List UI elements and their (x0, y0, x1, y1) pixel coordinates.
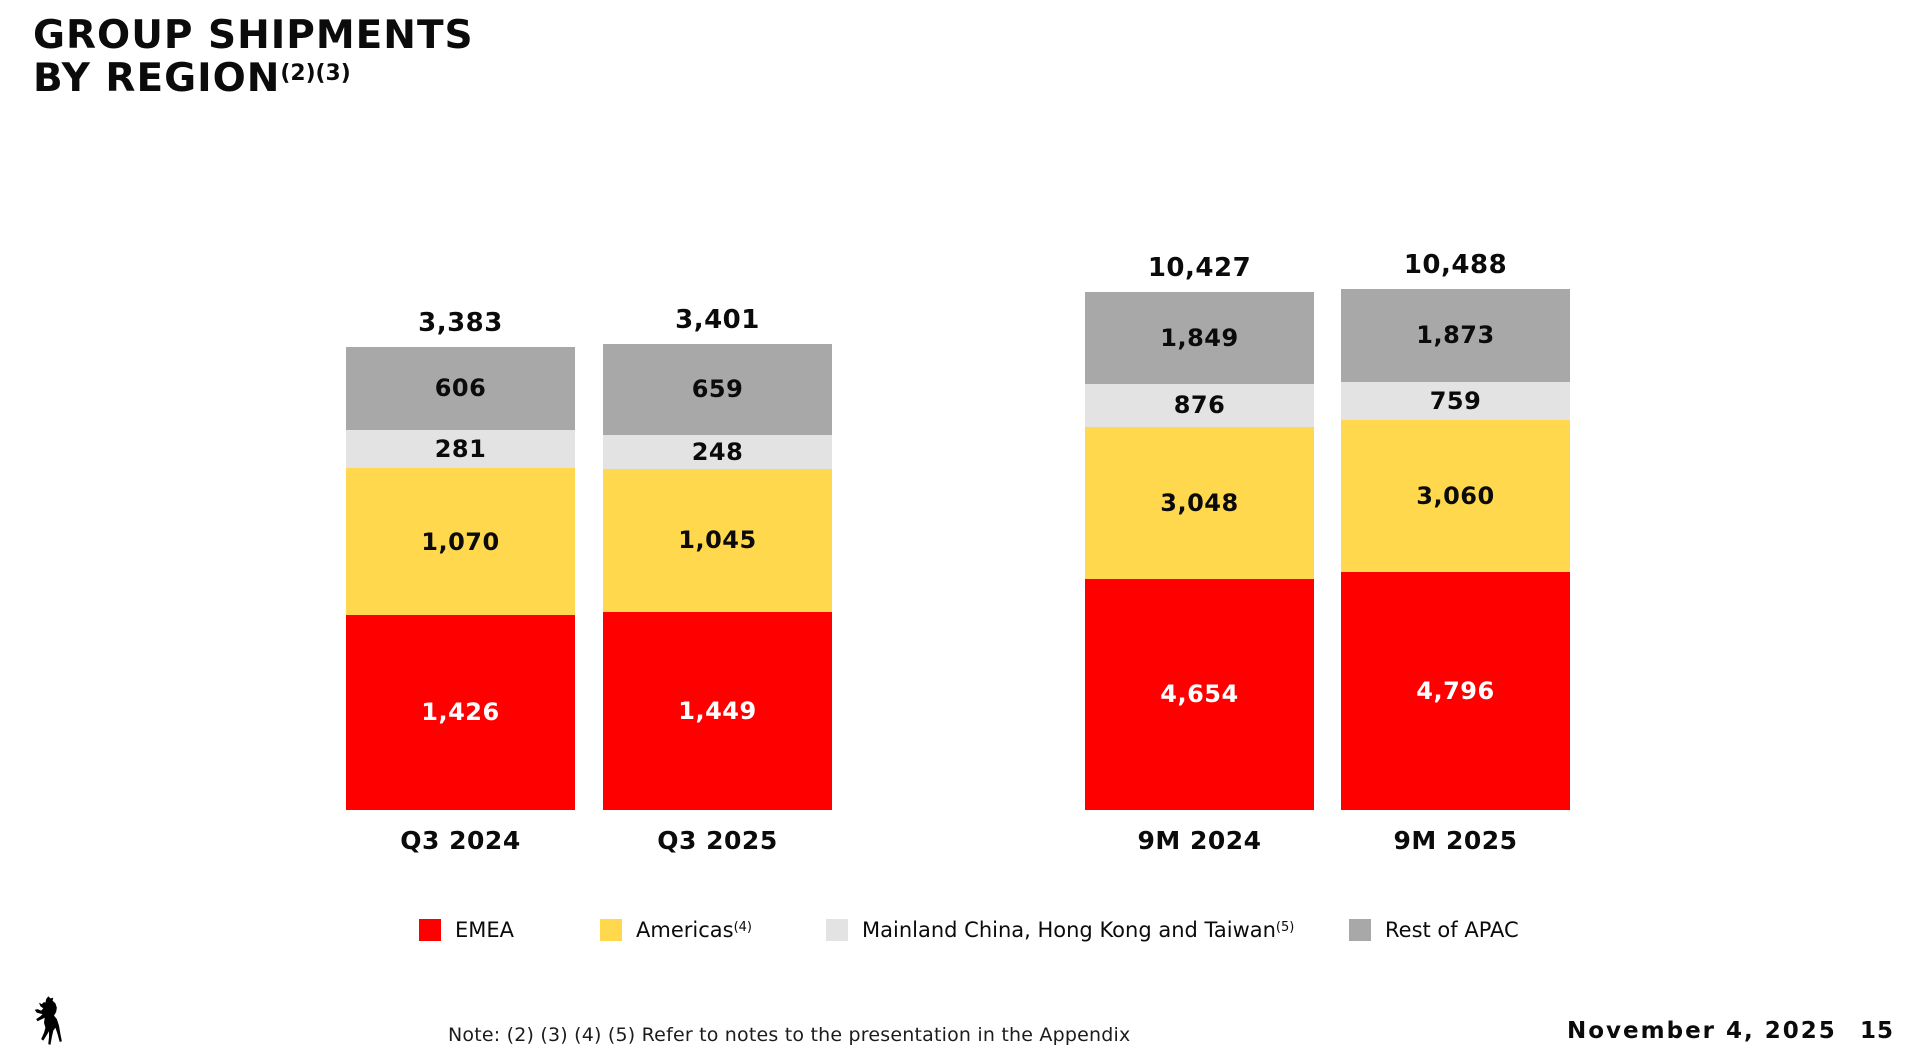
bar-category-label: Q3 2024 (400, 826, 521, 855)
bar-segment-rest-of-apac: 659 (603, 344, 832, 435)
segment-value-label: 876 (1173, 391, 1226, 420)
bar-segment-americas: 1,070 (346, 468, 575, 615)
title-line2: BY REGION(2)(3) (33, 56, 351, 101)
segment-value-label: 1,070 (421, 527, 500, 556)
segment-value-label: 659 (691, 375, 744, 404)
footnote: Note: (2) (3) (4) (5) Refer to notes to … (448, 1024, 1131, 1046)
title-superscript: (2)(3) (280, 61, 351, 87)
bar-segment-mainland-china-hong-kong-and-taiwan: 281 (346, 429, 575, 469)
title-line1: GROUP SHIPMENTS (33, 13, 474, 58)
bar-segment-rest-of-apac: 1,873 (1341, 288, 1570, 382)
bar-segment-mainland-china-hong-kong-and-taiwan: 876 (1085, 383, 1314, 428)
bar-segment-americas: 1,045 (603, 468, 832, 612)
segment-value-label: 606 (434, 374, 487, 403)
bar-segment-mainland-china-hong-kong-and-taiwan: 248 (603, 434, 832, 469)
bar-category-label: 9M 2025 (1393, 826, 1518, 855)
segment-value-label: 3,060 (1416, 481, 1495, 510)
segment-value-label: 759 (1429, 386, 1482, 415)
bar-segment-americas: 3,048 (1085, 427, 1314, 579)
segment-value-label: 1,045 (678, 526, 757, 555)
bar-total-label: 3,401 (675, 305, 760, 336)
page-number: 15 (1860, 1018, 1895, 1044)
bar-segment-emea: 4,654 (1085, 578, 1314, 810)
segment-value-label: 1,426 (421, 698, 500, 727)
bar-total-label: 3,383 (418, 307, 503, 338)
bar-segment-emea: 1,426 (346, 614, 575, 810)
bar-category-label: Q3 2025 (657, 826, 778, 855)
bar-9m-2024: 10,427 1,849 876 3,048 4,654 9M 2024 (1085, 253, 1314, 855)
segment-value-label: 1,449 (678, 696, 757, 725)
bar-category-label: 9M 2024 (1137, 826, 1262, 855)
bar-total-label: 10,488 (1403, 249, 1508, 280)
bar-segment-emea: 4,796 (1341, 571, 1570, 810)
segment-value-label: 248 (691, 437, 744, 466)
segment-value-label: 4,654 (1160, 680, 1239, 709)
bar-segment-rest-of-apac: 606 (346, 346, 575, 430)
segment-value-label: 1,849 (1160, 323, 1239, 352)
page-title: GROUP SHIPMENTS BY REGION(2)(3) (33, 14, 474, 106)
bar-q3-2024: 3,383 606 281 1,070 1,426 Q3 2024 (346, 308, 575, 855)
segment-value-label: 4,796 (1416, 676, 1495, 705)
bar-q3-2025: 3,401 659 248 1,045 1,449 Q3 2025 (603, 305, 832, 855)
bar-9m-2025: 10,488 1,873 759 3,060 4,796 9M 2025 (1341, 250, 1570, 855)
ferrari-prancing-horse-icon (34, 994, 64, 1050)
segment-value-label: 3,048 (1160, 488, 1239, 517)
bar-segment-americas: 3,060 (1341, 419, 1570, 572)
segment-value-label: 1,873 (1416, 321, 1495, 350)
segment-value-label: 281 (434, 435, 487, 464)
bar-segment-rest-of-apac: 1,849 (1085, 291, 1314, 384)
bar-total-label: 10,427 (1147, 252, 1252, 283)
slide-date: November 4, 2025 (1567, 1018, 1837, 1044)
bar-segment-emea: 1,449 (603, 611, 832, 810)
bar-segment-mainland-china-hong-kong-and-taiwan: 759 (1341, 381, 1570, 420)
